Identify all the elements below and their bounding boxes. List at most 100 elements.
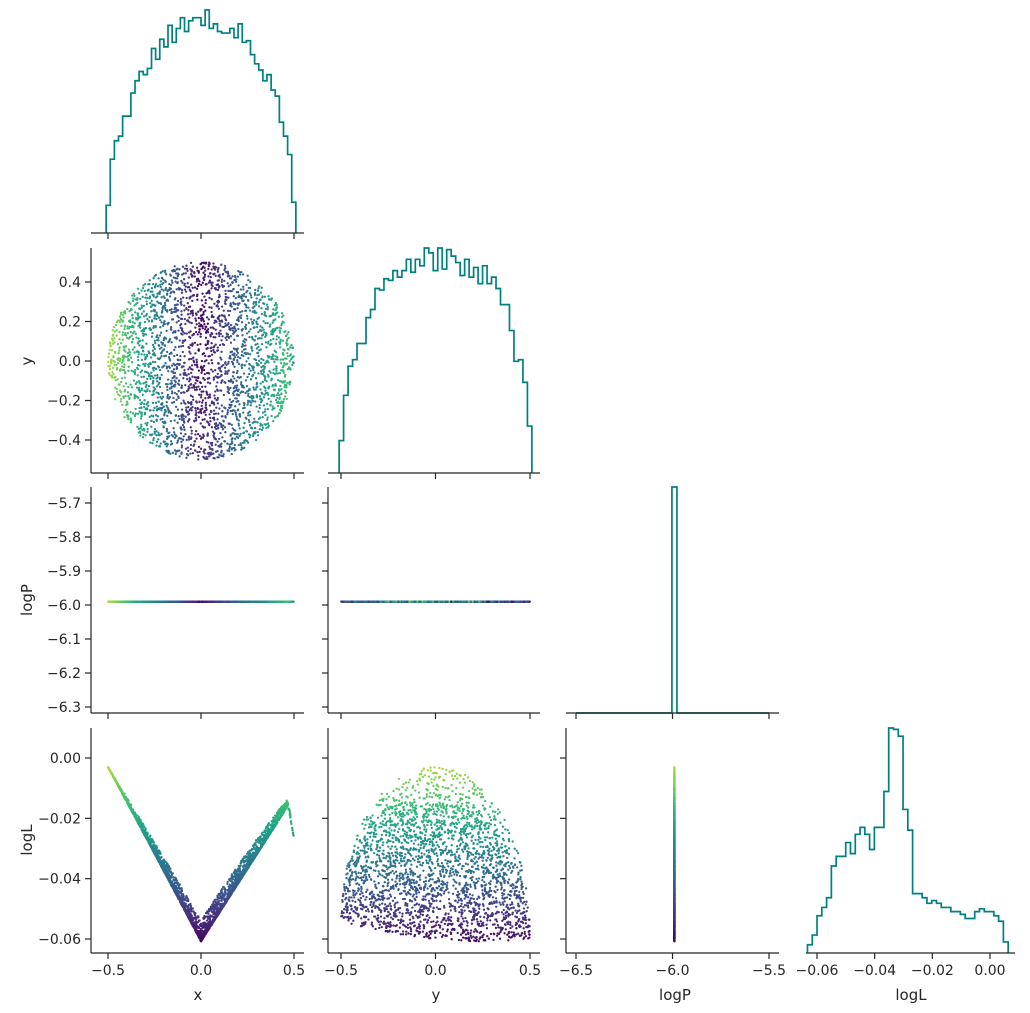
scatter-point: [143, 353, 145, 355]
scatter-point: [129, 393, 131, 395]
scatter-point: [239, 413, 241, 415]
scatter-point: [202, 399, 204, 401]
scatter-point: [199, 435, 201, 437]
scatter-point: [165, 330, 167, 332]
scatter-point: [135, 413, 137, 415]
scatter-point: [224, 302, 226, 304]
scatter-point: [273, 313, 275, 315]
scatter-point: [241, 343, 243, 345]
scatter-point: [149, 279, 151, 281]
scatter-point: [205, 299, 207, 301]
scatter-point: [289, 368, 291, 370]
scatter-point: [134, 311, 136, 313]
scatter-point: [131, 361, 133, 363]
scatter-point: [244, 303, 246, 305]
scatter-point: [236, 372, 238, 374]
scatter-point: [165, 273, 167, 275]
scatter-point: [280, 362, 282, 364]
scatter-point: [162, 396, 164, 398]
scatter-point: [160, 346, 162, 348]
scatter-point: [152, 439, 154, 441]
scatter-point: [269, 344, 271, 346]
scatter-point: [221, 415, 223, 417]
scatter-point: [265, 380, 267, 382]
scatter-point: [137, 359, 139, 361]
scatter-point: [218, 456, 220, 458]
scatter-point: [159, 319, 161, 321]
scatter-point: [278, 412, 280, 414]
scatter-point: [183, 429, 185, 431]
scatter-point: [230, 410, 232, 412]
scatter-point: [139, 399, 141, 401]
scatter-point: [177, 440, 179, 442]
scatter-point: [245, 309, 247, 311]
scatter-point: [227, 423, 229, 425]
scatter-point: [208, 318, 210, 320]
scatter-point: [207, 434, 209, 436]
scatter-point: [254, 400, 256, 402]
scatter-point: [174, 270, 176, 272]
scatter-point: [203, 369, 205, 371]
scatter-point: [164, 302, 166, 304]
scatter-point: [181, 289, 183, 291]
scatter-point: [119, 316, 121, 318]
scatter-point: [223, 453, 225, 455]
scatter-point: [184, 318, 186, 320]
scatter-point: [177, 275, 179, 277]
scatter-point: [208, 262, 210, 264]
scatter-point: [208, 377, 210, 379]
scatter-point: [284, 375, 286, 377]
scatter-point: [282, 320, 284, 322]
scatter-point: [239, 435, 241, 437]
scatter-point: [275, 367, 277, 369]
scatter-point: [278, 389, 280, 391]
scatter-point: [137, 342, 139, 344]
scatter-point: [223, 394, 225, 396]
scatter-point: [175, 336, 177, 338]
scatter-point: [186, 268, 188, 270]
scatter-point: [264, 322, 266, 324]
scatter-point: [153, 354, 155, 356]
scatter-point: [143, 333, 145, 335]
scatter-point: [207, 275, 209, 277]
scatter-point: [182, 391, 184, 393]
scatter-point: [242, 385, 244, 387]
scatter-point: [153, 325, 155, 327]
scatter-point: [119, 368, 121, 370]
scatter-point: [130, 421, 132, 423]
scatter-point: [180, 318, 182, 320]
scatter-point: [280, 388, 282, 390]
scatter-point: [223, 314, 225, 316]
scatter-point: [272, 308, 274, 310]
scatter-point: [161, 307, 163, 309]
scatter-point: [118, 347, 120, 349]
scatter-point: [282, 353, 284, 355]
scatter-point: [221, 335, 223, 337]
scatter-point: [225, 296, 227, 298]
scatter-point: [129, 326, 131, 328]
scatter-point: [146, 390, 148, 392]
scatter-point: [164, 362, 166, 364]
scatter-point: [280, 410, 282, 412]
scatter-point: [210, 276, 212, 278]
scatter-point: [236, 418, 238, 420]
scatter-point: [229, 398, 231, 400]
scatter-point: [191, 376, 193, 378]
scatter-point: [154, 340, 156, 342]
scatter-point: [151, 442, 153, 444]
scatter-point: [157, 438, 159, 440]
scatter-point: [188, 373, 190, 375]
scatter-point: [147, 289, 149, 291]
scatter-point: [184, 433, 186, 435]
scatter-point: [173, 368, 175, 370]
scatter-point: [246, 318, 248, 320]
scatter-point: [169, 295, 171, 297]
scatter-point: [217, 317, 219, 319]
scatter-point: [211, 354, 213, 356]
scatter-point: [227, 409, 229, 411]
scatter-point: [194, 407, 196, 409]
scatter-point: [155, 368, 157, 370]
scatter-point: [197, 458, 199, 460]
scatter-point: [173, 311, 175, 313]
